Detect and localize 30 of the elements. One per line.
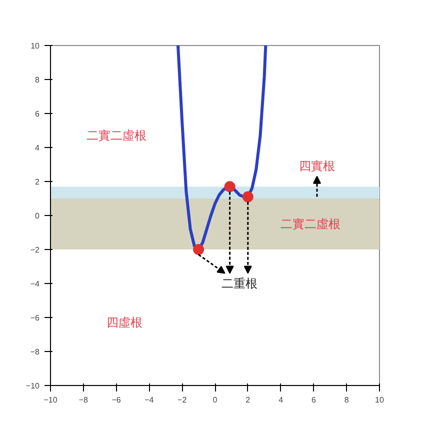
x-tick-label: 4 bbox=[278, 396, 284, 404]
annotation: 四虛根 bbox=[106, 316, 143, 330]
y-tick-label: −8 bbox=[30, 348, 40, 356]
y-tick-label: −10 bbox=[26, 382, 40, 390]
annotation: 二重根 bbox=[222, 276, 258, 290]
x-tick-label: 2 bbox=[246, 396, 251, 404]
y-tick-label: 0 bbox=[35, 212, 40, 220]
annotation: 二實二虛根 bbox=[86, 128, 146, 143]
x-tick-label: 8 bbox=[344, 396, 350, 404]
x-tick-label: −10 bbox=[44, 396, 58, 404]
x-tick-label: 6 bbox=[311, 396, 316, 404]
point bbox=[224, 181, 236, 192]
x-tick-label: −6 bbox=[112, 396, 122, 404]
y-tick-label: 6 bbox=[35, 110, 40, 118]
x-tick-label: 10 bbox=[375, 396, 384, 404]
y-tick-label: −4 bbox=[30, 280, 40, 288]
point bbox=[193, 244, 204, 255]
point bbox=[242, 191, 254, 202]
y-tick-label: 10 bbox=[30, 42, 40, 50]
x-tick-label: −8 bbox=[78, 396, 89, 404]
x-tick-label: 0 bbox=[212, 396, 218, 404]
y-tick-label: −6 bbox=[30, 314, 40, 322]
annotation: 二實二虛根 bbox=[280, 217, 340, 231]
y-tick-label: −2 bbox=[30, 246, 40, 254]
x-tick-label: −4 bbox=[144, 396, 154, 404]
y-tick-label: 4 bbox=[35, 144, 40, 152]
y-tick-label: 2 bbox=[35, 178, 40, 186]
y-tick-label: 8 bbox=[35, 76, 40, 84]
annotation: 四實根 bbox=[298, 159, 335, 174]
x-tick-label: −2 bbox=[178, 396, 188, 404]
